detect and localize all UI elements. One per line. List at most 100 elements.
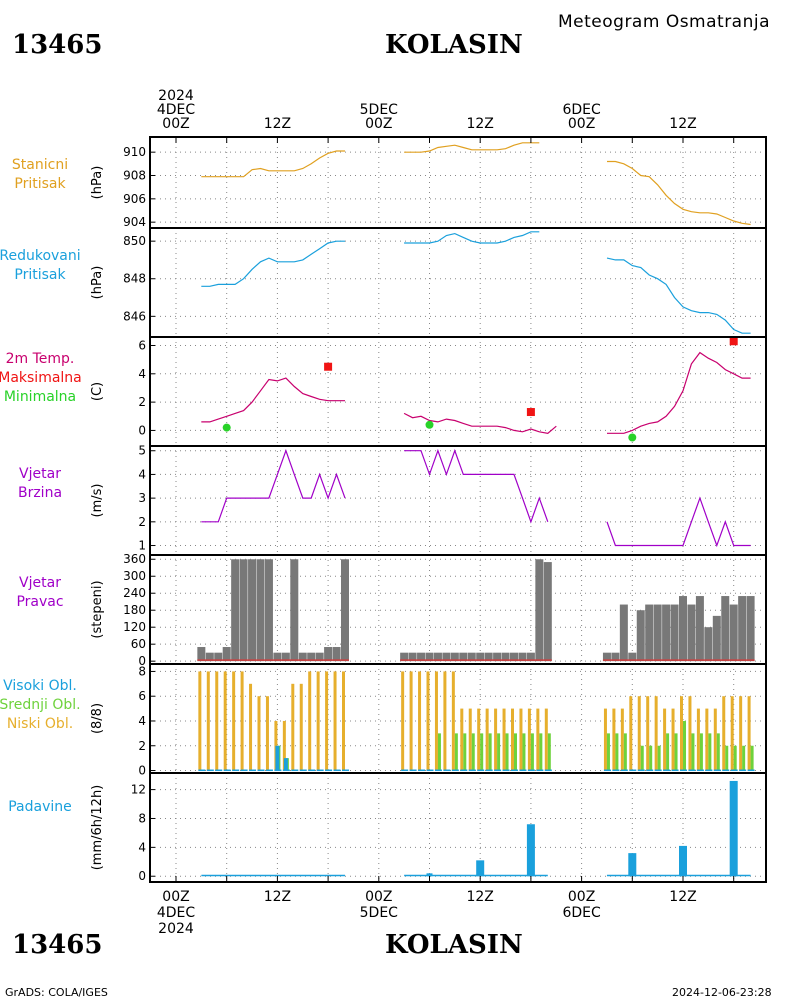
wind-dir-bar <box>332 647 341 662</box>
cloud-base-trace <box>215 769 223 772</box>
y-tick-label: 4 <box>138 840 146 854</box>
cloud-base-trace <box>308 769 316 772</box>
wind-dir-bar <box>417 652 426 662</box>
y-tick-label: 906 <box>123 192 146 206</box>
panel-wind_direction: 0 60 120 180 240 300 360 (stepeni) Vjetar Pravac <box>16 552 767 668</box>
cloud-low-bar <box>198 671 202 771</box>
cloud-base-trace <box>671 769 679 772</box>
y-tick-label: 2 <box>138 395 146 409</box>
cloud-low-bar <box>249 683 253 771</box>
cloud-low-bar <box>308 671 312 771</box>
cloud-low-bar <box>265 696 269 771</box>
cloud-low-bar <box>688 696 692 771</box>
wind-dir-bar <box>205 652 214 662</box>
wind-dir-bar <box>467 652 476 662</box>
cloud-high-bar <box>283 758 288 771</box>
wind-dir-bar <box>746 596 755 662</box>
wind-dir-bar <box>341 559 349 662</box>
wind-dir-bar <box>315 652 324 662</box>
cloud-mid-bar <box>657 745 661 771</box>
tmax-marker <box>729 337 738 346</box>
y-tick-label: 1 <box>138 539 146 553</box>
time-label-bottom: 4DEC <box>157 905 196 921</box>
cloud-mid-bar <box>674 733 678 771</box>
wind-dir-bar <box>510 652 518 662</box>
cloud-base-trace <box>409 769 417 772</box>
series-line <box>606 257 751 334</box>
y-tick-label: 240 <box>123 586 146 600</box>
cloud-low-bar <box>485 708 489 771</box>
wind-dir-bar <box>298 652 307 662</box>
y-tick-label: 4 <box>138 467 146 481</box>
panel-label: 2m Temp. <box>6 351 75 367</box>
wind-dir-bar <box>214 652 223 662</box>
time-label-top: 2024 <box>158 88 194 104</box>
y-tick-label: 4 <box>138 367 146 381</box>
cloud-low-bar <box>696 708 700 771</box>
cloud-low-bar <box>502 708 506 771</box>
cloud-base-trace <box>637 769 645 772</box>
time-label-bottom: 00Z <box>162 889 189 905</box>
cloud-base-trace <box>620 769 628 772</box>
y-tick-label: 848 <box>123 272 146 286</box>
cloud-base-trace <box>511 769 518 772</box>
cloud-low-bar <box>325 671 329 771</box>
time-label-bottom: 5DEC <box>360 905 399 921</box>
y-tick-label: 0 <box>138 423 146 437</box>
cloud-base-trace <box>696 769 704 772</box>
cloud-mid-bar <box>547 733 551 771</box>
cloud-base-trace <box>223 769 231 772</box>
cloud-mid-bar <box>691 733 695 771</box>
cloud-low-bar <box>468 708 472 771</box>
y-tick-label: 4 <box>138 714 146 728</box>
cloud-low-bar <box>519 708 523 771</box>
wind-dir-bar <box>324 647 333 662</box>
panel-label: Srednji Obl. <box>0 697 81 713</box>
cloud-mid-bar <box>716 733 720 771</box>
cloud-base-trace <box>325 769 333 772</box>
cloud-base-trace <box>249 769 257 772</box>
y-tick-label: 3 <box>138 491 146 505</box>
cloud-mid-bar <box>640 745 644 771</box>
cloud-low-bar <box>620 708 624 771</box>
cloud-low-bar <box>477 708 481 771</box>
time-label-bottom: 00Z <box>568 889 595 905</box>
panel-label: Niski Obl. <box>7 716 73 732</box>
cloud-low-bar <box>409 671 413 771</box>
cloud-mid-bar <box>708 733 712 771</box>
wind-dir-bar <box>290 559 299 662</box>
cloud-low-bar <box>722 696 726 771</box>
wind-dir-bar <box>611 652 620 662</box>
time-label-top: 4DEC <box>157 102 196 118</box>
cloud-low-bar <box>663 708 667 771</box>
time-label-top: 00Z <box>365 116 392 132</box>
cloud-base-trace <box>460 769 468 772</box>
wind-dir-bar <box>248 559 257 662</box>
cloud-low-bar <box>511 708 514 771</box>
cloud-low-bar <box>316 671 320 771</box>
cloud-base-trace <box>240 769 248 772</box>
cloud-mid-bar <box>497 733 501 771</box>
cloud-low-bar <box>713 708 717 771</box>
wind-dir-bar <box>281 652 290 662</box>
wind-dir-bar <box>526 652 535 662</box>
panel-label: Pritisak <box>14 176 66 192</box>
cloud-base-trace <box>401 769 409 772</box>
cloud-low-bar <box>451 671 455 771</box>
wind-dir-bar <box>222 647 231 662</box>
cloud-mid-bar <box>454 733 458 771</box>
cloud-mid-bar <box>539 733 543 771</box>
cloud-mid-bar <box>488 733 492 771</box>
cloud-mid-bar <box>699 733 703 771</box>
wind-dir-bar <box>425 652 434 662</box>
station-id-top: 13465 <box>12 30 103 60</box>
wind-dir-bar <box>628 652 637 662</box>
y-axis-label: (stepeni) <box>90 580 105 638</box>
footer-timestamp: 2024-12-06-23:28 <box>672 986 772 999</box>
y-tick-label: 180 <box>123 603 146 617</box>
cloud-low-bar <box>240 671 244 771</box>
cloud-base-trace <box>468 769 476 772</box>
panel-frame <box>149 772 767 883</box>
series-line <box>404 142 540 153</box>
cloud-base-trace <box>443 769 451 772</box>
